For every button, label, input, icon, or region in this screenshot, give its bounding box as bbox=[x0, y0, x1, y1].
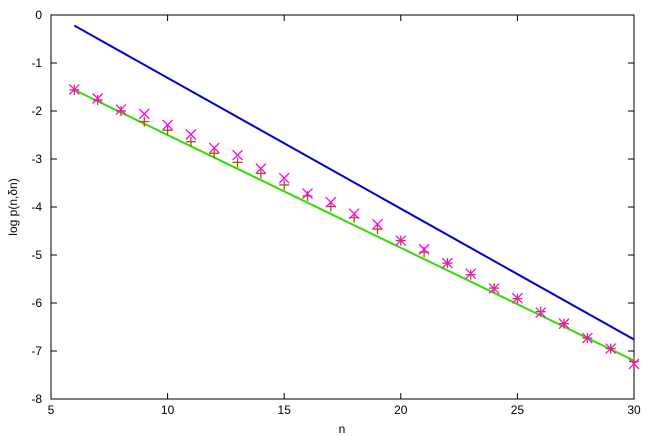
cross-marker bbox=[255, 163, 267, 175]
y-tick-label: -1 bbox=[31, 56, 42, 70]
cross-marker bbox=[441, 257, 453, 269]
y-tick-label: -7 bbox=[31, 344, 42, 358]
cross-marker bbox=[348, 208, 360, 220]
x-axis-label: n bbox=[339, 422, 346, 436]
series-line-0 bbox=[73, 24, 635, 341]
plus-marker bbox=[325, 201, 336, 212]
plus-marker bbox=[465, 269, 476, 280]
x-tick-label: 15 bbox=[278, 403, 292, 417]
cross-marker bbox=[605, 343, 617, 355]
cross-marker bbox=[68, 83, 80, 95]
y-tick-label: -5 bbox=[31, 248, 42, 262]
cross-marker bbox=[208, 142, 220, 154]
cross-marker bbox=[535, 307, 547, 319]
cross-marker bbox=[302, 188, 313, 200]
y-tick-label: -2 bbox=[31, 104, 42, 118]
cross-marker bbox=[185, 129, 197, 140]
y-tick-label: -3 bbox=[31, 152, 42, 166]
y-tick-label: -6 bbox=[31, 296, 42, 310]
cross-marker bbox=[628, 358, 640, 370]
cross-marker bbox=[162, 119, 174, 131]
cross-marker bbox=[138, 108, 150, 120]
y-tick-label: 0 bbox=[35, 8, 42, 22]
cross-marker bbox=[488, 283, 500, 295]
x-tick-label: 5 bbox=[48, 403, 55, 417]
x-tick-label: 25 bbox=[511, 403, 525, 417]
cross-marker bbox=[232, 149, 244, 161]
plus-marker bbox=[279, 179, 290, 190]
cross-marker bbox=[465, 268, 477, 280]
plus-marker bbox=[115, 106, 126, 116]
plus-marker bbox=[185, 136, 196, 147]
cross-marker bbox=[418, 243, 430, 255]
plus-marker bbox=[209, 148, 220, 159]
cross-marker bbox=[115, 104, 127, 116]
cross-marker bbox=[395, 235, 407, 247]
cross-marker bbox=[511, 292, 523, 304]
x-tick-label: 30 bbox=[627, 403, 641, 417]
plus-marker bbox=[232, 157, 243, 168]
plus-marker bbox=[535, 306, 546, 317]
plus-marker bbox=[139, 116, 150, 127]
y-tick-label: -4 bbox=[31, 200, 42, 214]
plus-marker bbox=[162, 125, 173, 136]
cross-marker bbox=[278, 172, 290, 184]
cross-marker bbox=[558, 318, 570, 330]
plus-marker bbox=[255, 168, 266, 179]
cross-marker bbox=[581, 332, 593, 344]
cross-marker bbox=[325, 196, 337, 208]
axis-ticks: 5 10 15 20 25 30 0 -1 -2 -3 -4 -5 -6 -7 -8 bbox=[31, 8, 641, 417]
plus-marker bbox=[629, 356, 639, 367]
series-line-1 bbox=[73, 88, 635, 362]
plus-marker bbox=[92, 94, 103, 105]
cross-marker bbox=[372, 218, 383, 230]
plus-marker bbox=[372, 224, 383, 235]
plot-frame bbox=[50, 14, 635, 400]
plus-marker bbox=[302, 190, 313, 201]
y-tick-label: -8 bbox=[31, 392, 42, 406]
x-tick-label: 10 bbox=[161, 403, 175, 417]
y-axis-label: log p(n,δn) bbox=[6, 178, 20, 235]
cross-marker bbox=[92, 93, 104, 104]
x-tick-label: 20 bbox=[394, 403, 408, 417]
series-group bbox=[68, 24, 640, 370]
